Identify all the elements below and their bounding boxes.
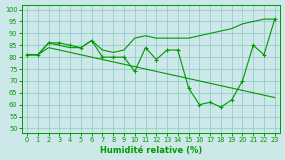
X-axis label: Humidité relative (%): Humidité relative (%) (100, 146, 202, 155)
